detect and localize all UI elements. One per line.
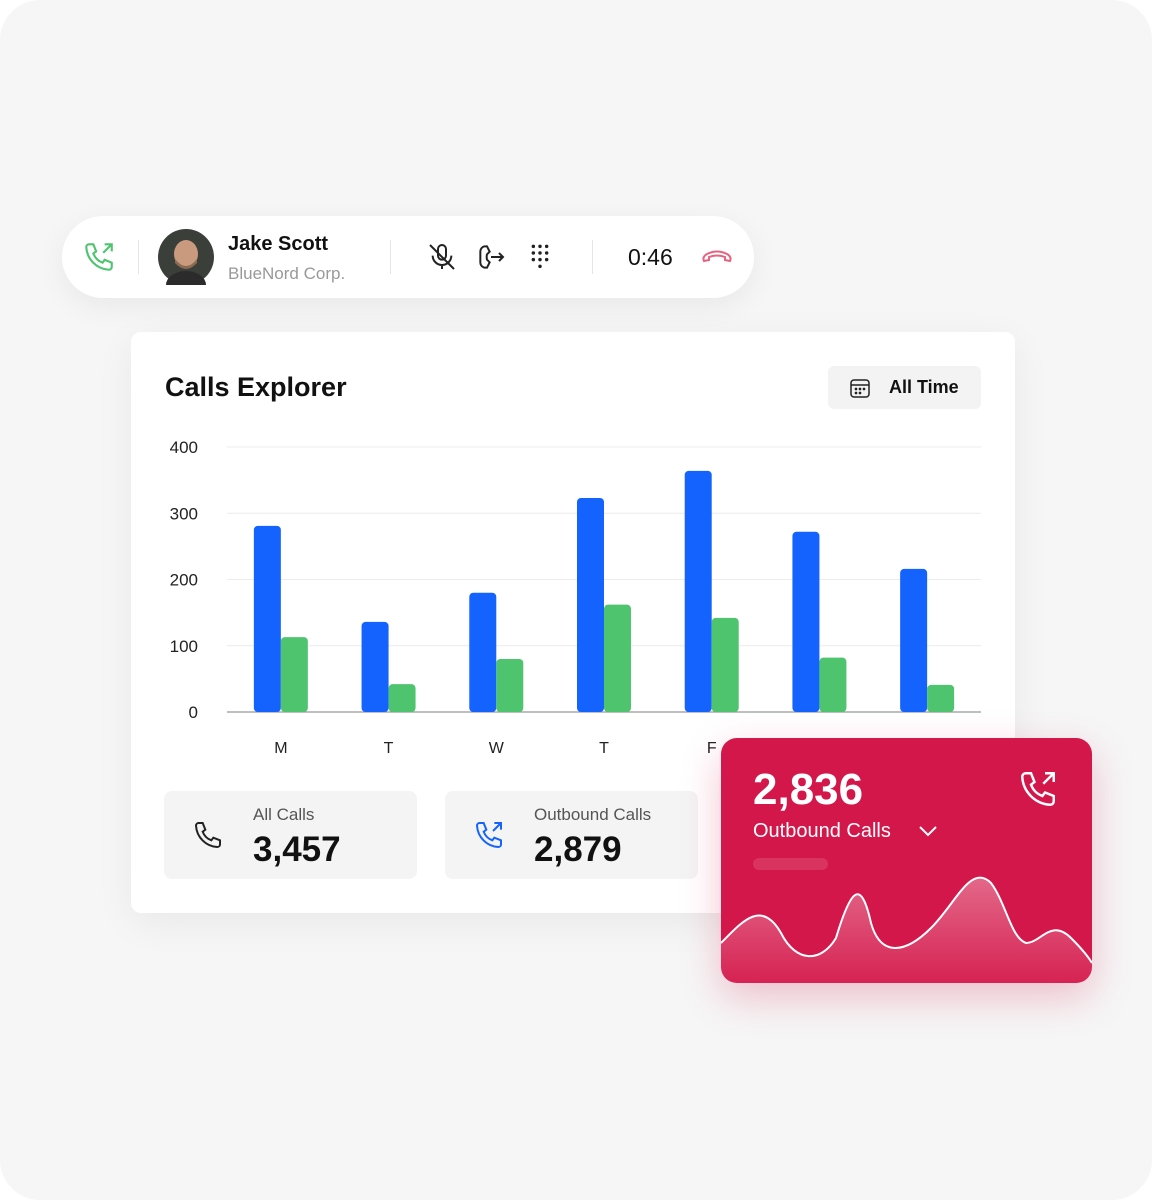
- stat-label: All Calls: [253, 805, 315, 824]
- x-tick-label: T: [384, 740, 394, 757]
- calls-explorer-card: Calls Explorer All Time 0 100 200 300 400 M T W…: [131, 332, 1015, 913]
- bar: [469, 592, 497, 712]
- bar: [927, 684, 955, 712]
- bar: [819, 657, 847, 712]
- highlight-card: 2,836 Outbound Calls: [721, 738, 1092, 983]
- highlight-label: Outbound Calls: [753, 820, 891, 842]
- divider: [138, 240, 139, 274]
- stat-value: 3,457: [253, 830, 341, 869]
- highlight-value: 2,836: [753, 765, 864, 814]
- keypad-button[interactable]: [524, 241, 556, 273]
- avatar: [158, 229, 214, 285]
- phone-icon: [194, 822, 221, 849]
- contact-company: BlueNord Corp.: [228, 264, 346, 283]
- y-tick-label: 100: [170, 637, 198, 656]
- bar: [900, 568, 928, 712]
- bar: [792, 531, 820, 712]
- card-title: Calls Explorer: [165, 372, 347, 402]
- bar: [604, 604, 631, 712]
- x-tick-label: T: [599, 740, 609, 757]
- bar: [496, 659, 524, 712]
- sparkline-area: [721, 877, 1092, 983]
- x-tick-label: M: [274, 740, 287, 757]
- stat-value: 2,879: [534, 830, 622, 869]
- stat-card: Outbound Calls 2,879: [445, 791, 698, 879]
- bar: [280, 637, 308, 712]
- calendar-icon: [850, 379, 870, 398]
- bar: [711, 617, 739, 712]
- stat-label: Outbound Calls: [534, 805, 652, 824]
- bar: [361, 621, 389, 712]
- mute-button[interactable]: [426, 241, 458, 273]
- bar: [388, 684, 416, 712]
- call-timer: 0:46: [628, 244, 673, 270]
- bar: [577, 498, 604, 712]
- divider: [390, 240, 391, 274]
- outbound-icon: [475, 822, 502, 849]
- hangup-button[interactable]: [700, 244, 734, 270]
- bar: [684, 470, 712, 712]
- dropdown-chevron[interactable]: [917, 824, 939, 838]
- call-bar: Jake Scott BlueNord Corp. 0:46: [62, 216, 754, 298]
- transfer-button[interactable]: [475, 241, 507, 273]
- trend-sparkline: [721, 876, 1092, 983]
- x-tick-label: W: [489, 740, 505, 757]
- y-tick-label: 200: [170, 571, 198, 590]
- outbound-icon: [85, 243, 113, 271]
- stat-card: All Calls 3,457: [164, 791, 417, 879]
- y-tick-label: 400: [170, 438, 198, 457]
- y-tick-label: 0: [189, 703, 198, 722]
- filter-label: All Time: [889, 377, 959, 397]
- time-filter[interactable]: All Time: [828, 366, 981, 409]
- outbound-icon: [1021, 772, 1055, 806]
- divider: [592, 240, 593, 274]
- bar-chart: 0 100 200 300 400 M T W T F: [170, 438, 981, 757]
- x-tick-label: F: [707, 740, 717, 757]
- sparkline-line: [721, 876, 1092, 964]
- placeholder-bar: [753, 858, 828, 870]
- y-tick-label: 300: [170, 504, 198, 523]
- contact-name: Jake Scott: [228, 233, 329, 255]
- bar: [253, 525, 281, 712]
